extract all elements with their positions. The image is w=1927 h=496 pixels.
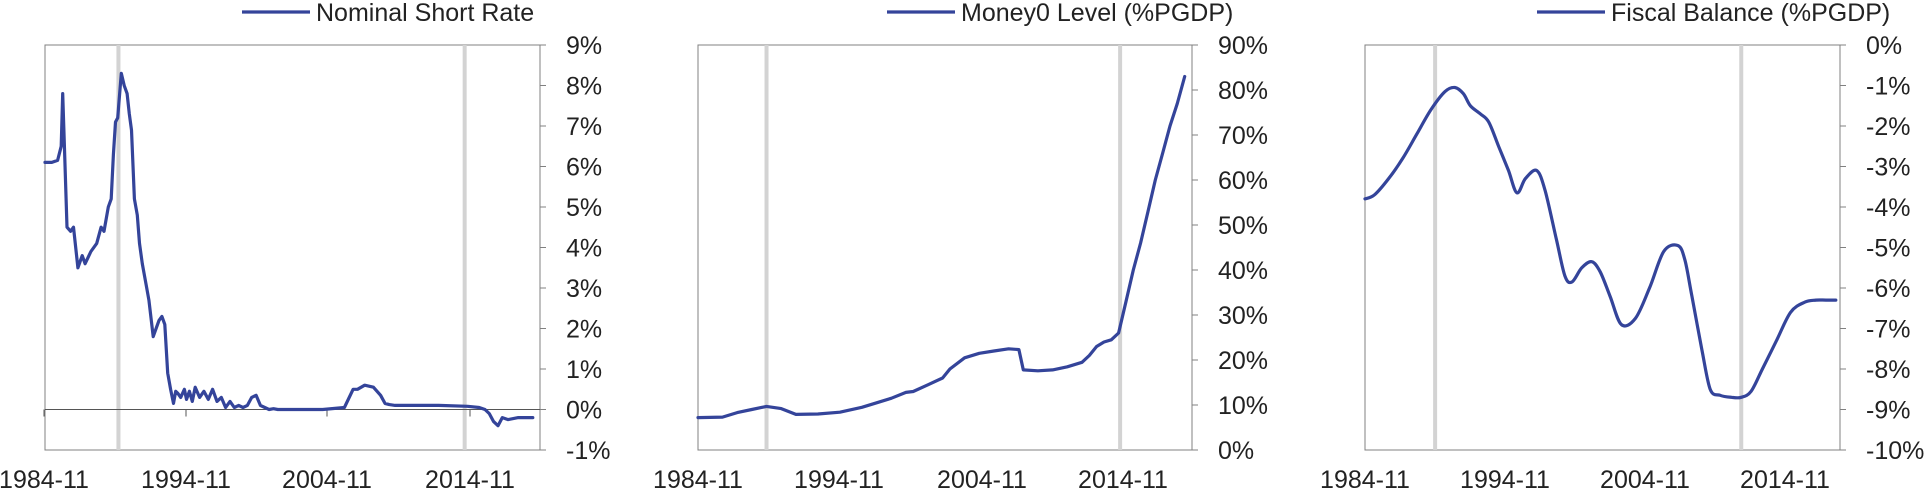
y-tick-label: -2%	[1866, 113, 1910, 141]
x-tick-label: 2004-11	[937, 466, 1027, 494]
series-line-1	[696, 74, 1187, 420]
chart-panel-2: 90% 80% 70% 60% 50% 40% 30% 20% 10% 0% 1984-11 1994…	[653, 0, 1268, 494]
y-tick-label: 5%	[566, 194, 602, 222]
y-tick-label: -6%	[1866, 275, 1910, 303]
x-tick-label: 2014-11	[425, 466, 515, 494]
x-tick-label: 2014-11	[1078, 466, 1168, 494]
y-tick-label: 8%	[566, 73, 602, 101]
y-tick-label: 7%	[566, 113, 602, 141]
y-tick-label: -5%	[1866, 235, 1910, 263]
x-tick-label: 1994-11	[1460, 466, 1550, 494]
y-tick-label: -7%	[1866, 316, 1910, 344]
y-tick-label: 2%	[566, 316, 602, 344]
y-tick-label: -10%	[1866, 437, 1924, 465]
y-tick-label: -8%	[1866, 356, 1910, 384]
plot-frame	[697, 44, 1193, 451]
x-tick-label: 1984-11	[653, 466, 743, 494]
y-tick-label: -4%	[1866, 194, 1910, 222]
x-tick-label: 2014-11	[1740, 466, 1830, 494]
y-tick-label: 4%	[566, 235, 602, 263]
y-tick-label: -1%	[1866, 73, 1910, 101]
y-tick-label: 50%	[1218, 212, 1268, 240]
y-tick-label: -1%	[566, 437, 610, 465]
y-tick-label: 1%	[566, 356, 602, 384]
legend: Nominal Short Rate	[242, 0, 534, 27]
y-tick-label: 0%	[566, 397, 602, 425]
y-tick-label: 6%	[566, 154, 602, 182]
legend-label: Nominal Short Rate	[316, 0, 534, 27]
x-tick-label: 2004-11	[1600, 466, 1690, 494]
y-tick-label: 80%	[1218, 77, 1268, 105]
y-tick-label: 60%	[1218, 167, 1268, 195]
legend: Fiscal Balance (%PGDP)	[1537, 0, 1890, 27]
y-tick-label: 40%	[1218, 257, 1268, 285]
series-line-1	[43, 71, 535, 428]
legend-label: Fiscal Balance (%PGDP)	[1611, 0, 1890, 27]
x-tick-label: 2004-11	[282, 466, 372, 494]
y-tick-label: 30%	[1218, 302, 1268, 330]
chart-panel-1: 9% 8% 7% 6% 5% 4% 3% 2% 1% 0% -1% 1984-11 1994-11 200…	[0, 0, 610, 494]
y-tick-label: -3%	[1866, 154, 1910, 182]
y-tick-label: 3%	[566, 275, 602, 303]
y-tick-label: 9%	[566, 32, 602, 60]
chart-panel-3: 0% -1% -2% -3% -4% -5% -6% -7% -8% -9% -10% 1984-11…	[1320, 0, 1924, 494]
y-tick-label: -9%	[1866, 397, 1910, 425]
y-tick-label: 70%	[1218, 122, 1268, 150]
x-tick-label: 1984-11	[0, 466, 89, 494]
x-tick-label: 1984-11	[1320, 466, 1410, 494]
x-tick-label: 1994-11	[794, 466, 884, 494]
y-tick-label: 20%	[1218, 347, 1268, 375]
y-tick-label: 0%	[1218, 437, 1254, 465]
legend: Money0 Level (%PGDP)	[887, 0, 1233, 27]
legend-label: Money0 Level (%PGDP)	[961, 0, 1233, 27]
x-tick-label: 1994-11	[141, 466, 231, 494]
y-tick-label: 10%	[1218, 392, 1268, 420]
series-line-1	[1363, 85, 1838, 400]
y-tick-label: 90%	[1218, 32, 1268, 60]
y-tick-label: 0%	[1866, 32, 1902, 60]
